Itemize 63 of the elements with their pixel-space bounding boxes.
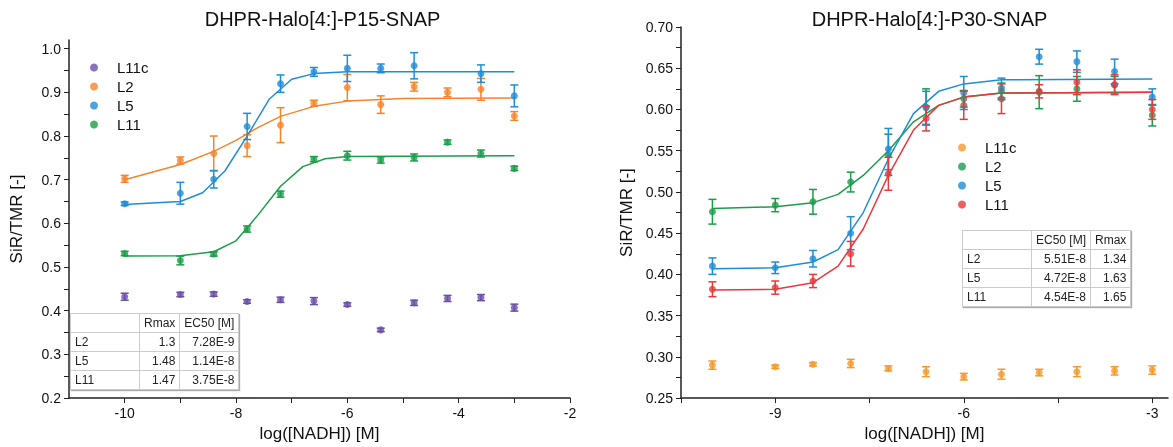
annotation: L2 <box>962 249 1032 269</box>
x-tick-label: -6 <box>957 405 971 422</box>
annotation: L5 <box>70 351 140 371</box>
annotation: L11 <box>962 287 1032 307</box>
y-tick-label: 0.55 <box>645 142 674 159</box>
annotation: 4.72E-8 <box>1031 268 1091 288</box>
annotation: 5.51E-8 <box>1031 249 1091 269</box>
y-tick-label: 0.30 <box>645 348 674 365</box>
y-tick-label: 0.2 <box>41 390 62 406</box>
legend-label: L5 <box>117 97 134 114</box>
y-tick-label: 0.70 <box>645 19 674 35</box>
annotation: 1.47 <box>139 370 180 390</box>
y-tick-label: 0.40 <box>645 266 674 283</box>
annotation: L2 <box>70 332 140 352</box>
y-axis-title: SiR/TMR [-] <box>616 168 636 257</box>
x-tick-label: -3 <box>1146 405 1159 422</box>
x-tick-label: -2 <box>563 405 577 421</box>
annotation: 4.54E-8 <box>1031 287 1091 307</box>
x-tick-label: -8 <box>229 405 243 421</box>
annotation: 1.63 <box>1090 268 1131 288</box>
legend-label: L11 <box>117 116 141 133</box>
y-tick-label: 0.7 <box>41 171 62 188</box>
y-tick-label: 0.5 <box>41 259 62 276</box>
legend-label: L5 <box>985 177 1002 194</box>
y-tick-label: 0.3 <box>41 346 62 363</box>
y-axis-title: SiR/TMR [-] <box>7 174 26 264</box>
annotation: 1.65 <box>1090 287 1131 307</box>
y-tick-label: 0.50 <box>645 183 674 200</box>
x-tick-label: -4 <box>452 405 466 421</box>
y-tick-label: 0.45 <box>645 225 674 242</box>
legend-label: L2 <box>117 78 134 95</box>
chart-title: DHPR-Halo[4:]-P15-SNAP <box>204 8 441 30</box>
y-tick-label: 0.9 <box>41 84 62 101</box>
y-tick-label: 0.4 <box>41 302 62 319</box>
annotation: Rmax <box>139 313 180 333</box>
annotation: Rmax <box>1090 230 1131 250</box>
y-tick-label: 0.6 <box>41 215 62 232</box>
annotation: 1.14E-8 <box>179 351 239 371</box>
annotation: 7.28E-9 <box>179 332 239 352</box>
annotation: EC50 [M] <box>179 313 239 333</box>
y-tick-label: 0.60 <box>645 101 674 118</box>
chart-title: DHPR-Halo[4:]-P30-SNAP <box>811 8 1048 30</box>
y-tick-label: 0.35 <box>645 307 674 324</box>
annotation: 3.75E-8 <box>179 370 239 390</box>
y-tick-label: 1.0 <box>41 40 62 57</box>
legend-label: L11c <box>117 59 149 76</box>
annotation: L11 <box>70 370 140 390</box>
x-tick-label: -10 <box>114 405 135 421</box>
x-axis-title: log([NADH]) [M] <box>259 423 380 443</box>
annotation: 1.48 <box>139 351 180 371</box>
legend-label: L11c <box>985 139 1017 156</box>
x-tick-label: -6 <box>341 405 354 421</box>
x-axis-title: log([NADH]) [M] <box>864 424 985 443</box>
annotation: 1.34 <box>1090 249 1131 269</box>
annotation: EC50 [M] <box>1031 230 1091 250</box>
x-tick-label: -9 <box>769 405 782 422</box>
legend-label: L2 <box>985 158 1002 175</box>
annotation: 1.3 <box>139 332 180 352</box>
legend-label: L11 <box>985 196 1009 213</box>
annotation: L5 <box>962 268 1032 288</box>
y-tick-label: 0.8 <box>41 128 62 145</box>
y-tick-label: 0.25 <box>645 390 674 407</box>
y-tick-label: 0.65 <box>645 60 674 77</box>
